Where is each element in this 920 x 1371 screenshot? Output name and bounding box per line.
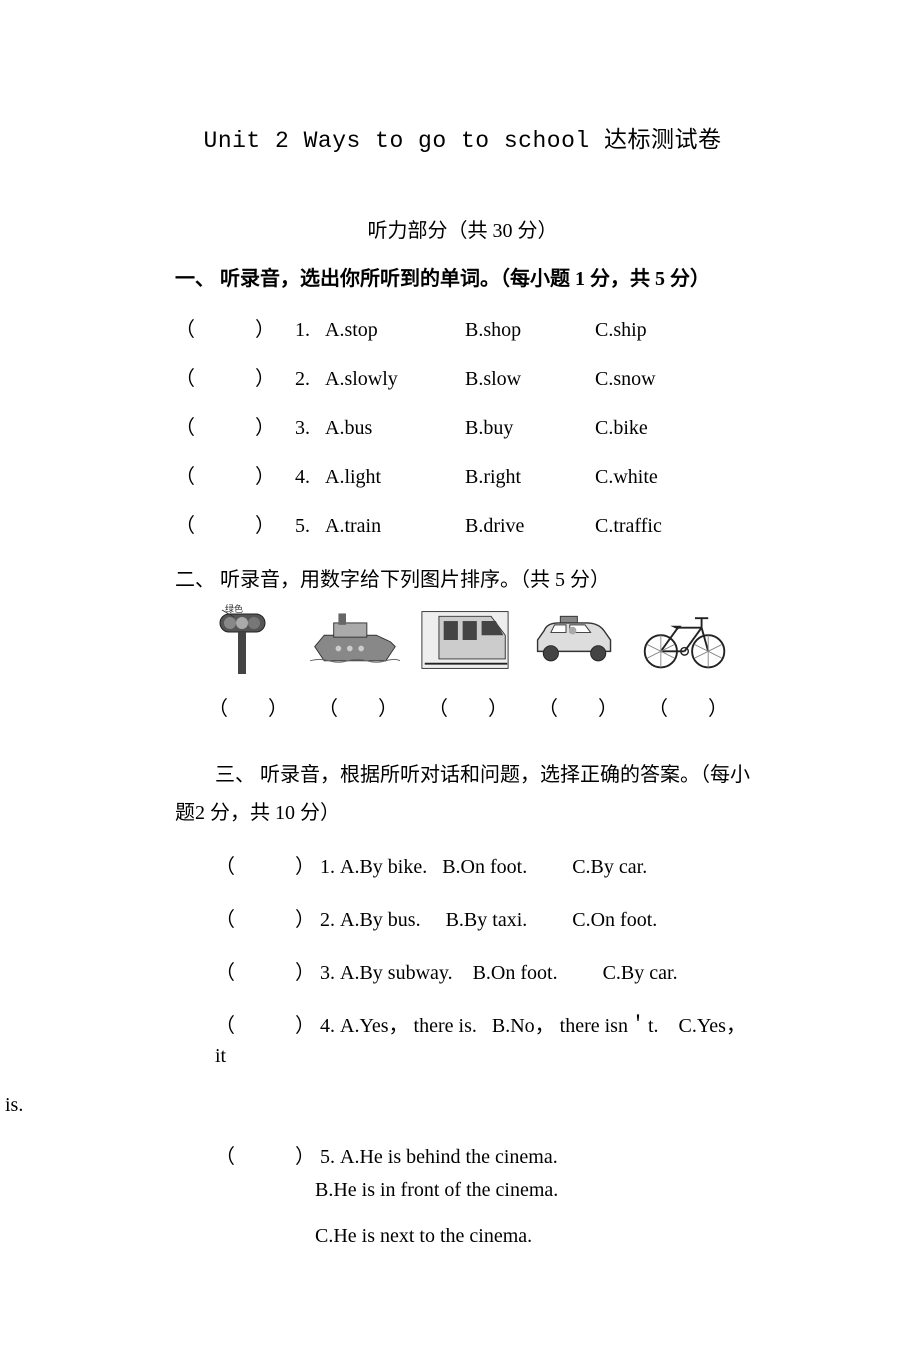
question-row: （ ） 3. A.bus B.buy C.bike [175,411,750,440]
option-b: B.He is in front of the cinema. [315,1179,750,1202]
option-c: C.snow [595,368,656,391]
option-c: C.On foot. [572,905,657,935]
option-a: A.He is behind the cinema. [340,1146,558,1168]
taxi-car-icon [530,602,620,677]
green-label: 绿色 [225,603,243,614]
option-b: B.On foot. [442,852,527,882]
question-number: 3. [320,962,335,984]
answer-blank: （ ） [313,692,403,721]
option-c: C.By car. [572,852,647,882]
page-container: Unit 2 Ways to go to school 达标测试卷 听力部分（共… [0,0,920,1371]
page-title: Unit 2 Ways to go to school 达标测试卷 [175,120,750,154]
option-b: B.right [465,466,595,489]
option-a: A.By bus. [340,905,421,935]
question-number: 5. [320,1146,335,1168]
answer-blank: （ ） [215,856,315,878]
option-a: A.light [325,466,465,489]
answer-blank: （ ） [175,362,295,391]
question-number: 2. [295,368,325,391]
answer-blank: （ ） [175,411,295,440]
option-c: C.ship [595,319,647,342]
answer-blank: （ ） [215,909,315,931]
subway-train-icon [420,602,510,677]
bicycle-icon [640,602,730,677]
question-number: 3. [295,417,325,440]
paren-answer-row: （ ） （ ） （ ） （ ） （ ） [203,692,750,721]
question-row: （ ） 5. A.train B.drive C.traffic [175,509,750,538]
question-row: （ ） 3. A.By subway. B.On foot. C.By car. [215,958,750,988]
question-number: 4. [295,466,325,489]
question-row: （ ） 2. A.slowly B.slow C.snow [175,362,750,391]
question-number: 1. [320,856,335,878]
option-b: B.On foot. [473,958,558,988]
answer-blank: （ ） [215,1015,315,1037]
section2-heading: 二、 听录音，用数字给下列图片排序。（共 5 分） [175,563,750,592]
question-row: （ ） 5. A.He is behind the cinema. [215,1140,750,1169]
question-row: （ ） 2. A.By bus. B.By taxi. C.On foot. [215,905,750,935]
option-c: C.He is next to the cinema. [315,1225,750,1248]
option-a: A.train [325,515,465,538]
question-number: 5. [295,515,325,538]
answer-blank: （ ） [175,313,295,342]
option-a: A.By subway. [340,958,453,988]
option-b: B.By taxi. [446,905,528,935]
question-row: （ ） 4. A.Yes， there is. B.No， there isn＇… [175,1011,750,1071]
option-b: B.slow [465,368,595,391]
answer-blank: （ ） [175,509,295,538]
answer-blank: （ ） [643,692,733,721]
question-number: 2. [320,909,335,931]
ship-boat-icon [310,602,400,677]
question-row: （ ） 4. A.light B.right C.white [175,460,750,489]
answer-blank: （ ） [215,1146,315,1168]
option-b: B.No， there isn＇t. [492,1015,659,1037]
section3-heading: 三、 听录音，根据所听对话和问题，选择正确的答案。（每小题2 分，共 10 分） [175,756,750,832]
option-a: A.Yes， there is. [340,1015,477,1037]
answer-blank: （ ） [175,460,295,489]
option-b: B.shop [465,319,595,342]
option-c: C.white [595,466,658,489]
question-number: 4. [320,1015,335,1037]
page-subtitle: 听力部分（共 30 分） [175,214,750,243]
answer-blank: （ ） [215,962,315,984]
question-number: 1. [295,319,325,342]
section2-container: 二、 听录音，用数字给下列图片排序。（共 5 分） 绿色 [175,563,750,721]
question-row: （ ） 1. A.By bike. B.On foot. C.By car. [215,852,750,882]
option-a: A.bus [325,417,465,440]
option-c-continuation: is. [5,1094,750,1117]
traffic-light-icon: 绿色 [200,602,290,677]
option-b: B.buy [465,417,595,440]
answer-blank: （ ） [533,692,623,721]
option-c: C.bike [595,417,648,440]
option-a: A.slowly [325,368,465,391]
option-c: C.traffic [595,515,662,538]
option-b: B.drive [465,515,595,538]
option-c: C.By car. [603,958,678,988]
answer-blank: （ ） [423,692,513,721]
option-a: A.stop [325,319,465,342]
section1-heading: 一、 听录音，选出你所听到的单词。（每小题 1 分，共 5 分） [175,263,750,295]
option-a: A.By bike. [340,852,427,882]
image-row: 绿色 [200,602,750,677]
question-row: （ ） 1. A.stop B.shop C.ship [175,313,750,342]
answer-blank: （ ） [203,692,293,721]
